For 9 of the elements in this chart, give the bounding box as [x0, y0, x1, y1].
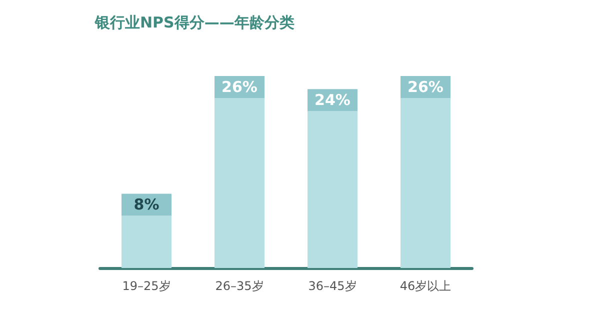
data-label: 26% [222, 78, 258, 96]
x-tick-label: 46岁以上 [400, 279, 452, 293]
data-label: 26% [408, 78, 444, 96]
data-label: 8% [134, 196, 160, 214]
x-tick-label: 19–25岁 [122, 279, 171, 293]
x-tick-label: 26–35岁 [215, 279, 264, 293]
data-label: 24% [314, 91, 350, 110]
x-tick-label: 36–45岁 [308, 279, 357, 293]
chart-title: 银行业NPS得分——年龄分类 [94, 14, 294, 32]
